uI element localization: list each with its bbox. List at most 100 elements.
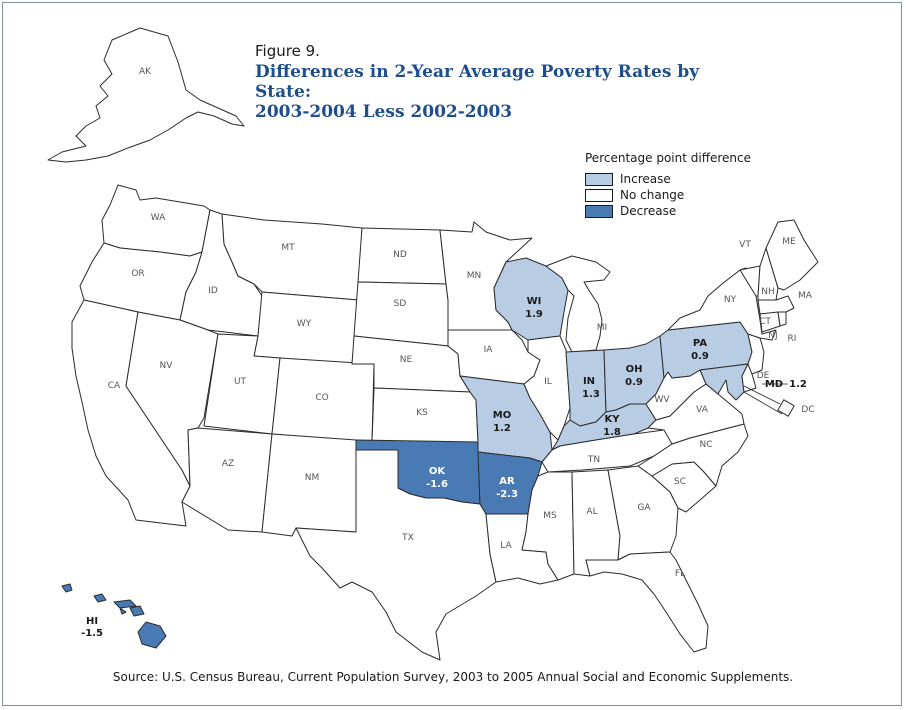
legend-item-no-change: No change bbox=[585, 187, 751, 203]
label-wi: WI bbox=[527, 296, 542, 307]
label-ma: MA bbox=[798, 291, 813, 301]
legend-item-decrease: Decrease bbox=[585, 203, 751, 219]
figure-title: Differences in 2-Year Average Poverty Ra… bbox=[255, 62, 725, 122]
label-wv: WV bbox=[654, 395, 670, 405]
label-al: AL bbox=[586, 507, 597, 517]
label-il: IL bbox=[544, 377, 552, 387]
label-ia: IA bbox=[484, 345, 494, 355]
label-tx: TX bbox=[401, 533, 414, 543]
state-dc bbox=[777, 399, 795, 417]
label-pa: PA bbox=[693, 338, 707, 349]
label-in: IN bbox=[583, 376, 595, 387]
legend-label-no-change: No change bbox=[620, 188, 685, 202]
value-ok: -1.6 bbox=[426, 479, 448, 490]
label-sc: SC bbox=[674, 477, 686, 487]
state-in bbox=[565, 349, 607, 427]
label-or: OR bbox=[131, 269, 144, 279]
label-vt: VT bbox=[739, 240, 751, 250]
label-ga: GA bbox=[637, 503, 651, 513]
label-ok: OK bbox=[429, 466, 447, 477]
label-ky: KY bbox=[605, 414, 621, 425]
state-ri bbox=[777, 311, 787, 327]
label-va: VA bbox=[696, 405, 709, 415]
value-hi: -1.5 bbox=[81, 628, 103, 639]
legend-swatch-decrease bbox=[585, 204, 613, 218]
state-nc bbox=[637, 423, 749, 487]
label-tn: TN bbox=[587, 455, 600, 465]
label-me: ME bbox=[782, 237, 796, 247]
label-fl: FL bbox=[675, 569, 685, 579]
title-line-2: 2003-2004 Less 2002-2003 bbox=[255, 102, 513, 122]
label-az: AZ bbox=[222, 459, 234, 469]
label-mt: MT bbox=[281, 243, 295, 253]
legend-item-increase: Increase bbox=[585, 171, 751, 187]
label-ut: UT bbox=[234, 377, 247, 387]
state-tx bbox=[295, 449, 497, 661]
state-hi bbox=[61, 583, 167, 649]
legend-title: Percentage point difference bbox=[585, 151, 751, 165]
value-oh: 0.9 bbox=[625, 377, 643, 388]
state-mi bbox=[545, 255, 611, 353]
legend-label-decrease: Decrease bbox=[620, 204, 677, 218]
label-ar: AR bbox=[499, 476, 515, 487]
label-dc: DC bbox=[801, 405, 814, 415]
label-nj: NJ bbox=[768, 331, 777, 341]
source-note: Source: U.S. Census Bureau, Current Popu… bbox=[112, 670, 794, 684]
hi-island-maui bbox=[129, 605, 145, 617]
map-legend: Percentage point difference Increase No … bbox=[585, 151, 751, 219]
state-nj bbox=[747, 333, 765, 375]
label-wa: WA bbox=[151, 213, 166, 223]
label-ca: CA bbox=[108, 381, 121, 391]
label-ne: NE bbox=[400, 355, 413, 365]
value-md: 1.2 bbox=[789, 379, 807, 390]
label-hi: HI bbox=[86, 616, 98, 627]
label-id: ID bbox=[208, 286, 218, 296]
state-az bbox=[181, 427, 273, 533]
state-ny bbox=[667, 267, 777, 341]
value-wi: 1.9 bbox=[525, 309, 543, 320]
label-sd: SD bbox=[394, 299, 407, 309]
label-wy: WY bbox=[297, 319, 312, 329]
label-nv: NV bbox=[160, 361, 174, 371]
value-mo: 1.2 bbox=[493, 423, 511, 434]
label-md: MD bbox=[765, 379, 783, 390]
label-ct: CT bbox=[759, 317, 771, 327]
label-mo: MO bbox=[493, 410, 511, 421]
label-ks: KS bbox=[416, 408, 428, 418]
dc-callout-line bbox=[743, 385, 781, 405]
hi-island-oahu bbox=[93, 593, 107, 603]
state-me bbox=[765, 219, 819, 291]
label-nm: NM bbox=[305, 473, 320, 483]
legend-label-increase: Increase bbox=[620, 172, 671, 186]
legend-swatch-increase bbox=[585, 172, 613, 186]
label-ak: AK bbox=[139, 67, 152, 77]
state-sd bbox=[353, 281, 449, 347]
hi-island-hawaii bbox=[137, 621, 167, 649]
state-ak bbox=[47, 27, 245, 163]
figure-label: Figure 9. bbox=[255, 42, 320, 60]
label-la: LA bbox=[500, 541, 512, 551]
label-mn: MN bbox=[467, 271, 482, 281]
hi-island-molokai bbox=[113, 599, 137, 609]
label-ny: NY bbox=[724, 295, 737, 305]
label-nh: NH bbox=[761, 287, 775, 297]
state-nm bbox=[261, 433, 357, 537]
hi-island-kauai bbox=[61, 583, 73, 593]
label-de: DE bbox=[757, 371, 770, 381]
title-line-1: Differences in 2-Year Average Poverty Ra… bbox=[255, 62, 700, 102]
value-ar: -2.3 bbox=[496, 489, 518, 500]
label-mi: MI bbox=[597, 323, 607, 333]
dc-callout-line-2 bbox=[743, 391, 783, 415]
label-nd: ND bbox=[393, 250, 407, 260]
label-ri: RI bbox=[788, 334, 797, 344]
label-co: CO bbox=[315, 393, 328, 403]
value-pa: 0.9 bbox=[691, 351, 709, 362]
value-in: 1.3 bbox=[582, 389, 600, 400]
label-oh: OH bbox=[626, 364, 643, 375]
label-ms: MS bbox=[543, 511, 557, 521]
label-nc: NC bbox=[699, 440, 712, 450]
state-fl bbox=[585, 551, 709, 653]
legend-swatch-no-change bbox=[585, 188, 613, 202]
